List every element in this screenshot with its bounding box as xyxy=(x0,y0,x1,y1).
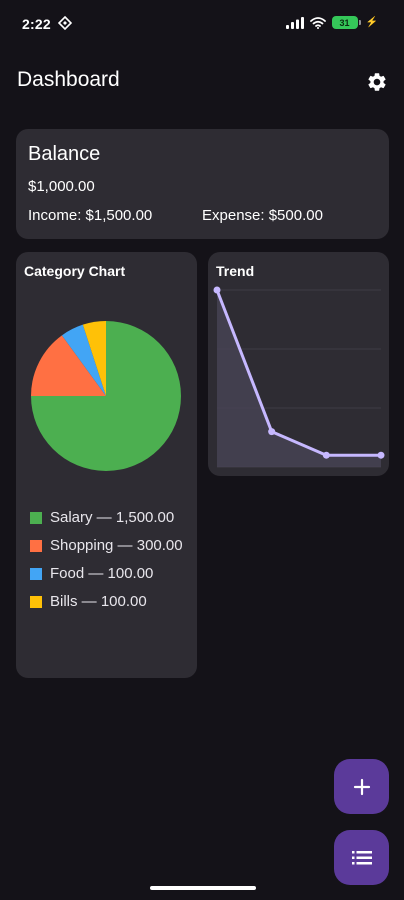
pie-slice-bills xyxy=(82,321,106,396)
signal-icon xyxy=(285,16,304,29)
home-indicator xyxy=(150,886,256,890)
legend-label: Shopping — 300.00 xyxy=(50,537,183,554)
balance-card: Balance $1,000.00 Income: $1,500.00 Expe… xyxy=(16,129,389,239)
balance-title: Balance xyxy=(28,143,101,165)
legend-swatch xyxy=(30,568,42,580)
gear-icon xyxy=(368,73,386,91)
trend-point xyxy=(377,451,385,459)
category-chart-title: Category Chart xyxy=(24,263,126,279)
income-text: Income: $1,500.00 xyxy=(28,207,153,224)
category-chart-card: Category Chart Salary — 1,500.00 Shoppin… xyxy=(16,252,197,678)
legend-item-bills: Bills — 100.00 xyxy=(30,590,192,613)
charging-icon: ⚡ xyxy=(365,17,378,28)
add-transaction-button[interactable] xyxy=(334,759,389,814)
battery-level: 31 xyxy=(339,17,350,28)
trend-point xyxy=(268,428,276,436)
trend-area xyxy=(217,290,381,467)
legend-item-salary: Salary — 1,500.00 xyxy=(30,506,192,529)
transaction-list-button[interactable] xyxy=(334,830,389,885)
trend-card: Trend xyxy=(208,252,389,476)
legend-swatch xyxy=(30,596,42,608)
trend-point xyxy=(213,286,221,294)
legend-item-food: Food — 100.00 xyxy=(30,562,192,585)
legend-label: Food — 100.00 xyxy=(50,565,154,582)
trend-line-chart xyxy=(213,286,385,468)
battery-icon: 31 xyxy=(331,16,361,29)
wifi-icon xyxy=(309,16,326,29)
pie-slice-shopping xyxy=(31,335,106,396)
trend-line xyxy=(215,289,381,457)
legend-swatch xyxy=(30,540,42,552)
legend-label: Salary — 1,500.00 xyxy=(50,509,175,526)
location-icon xyxy=(58,16,72,30)
pie-slice-food xyxy=(61,324,106,396)
legend-item-shopping: Shopping — 300.00 xyxy=(30,534,192,557)
chart-legend: Salary — 1,500.00 Shopping — 300.00 Food… xyxy=(30,506,192,618)
expense-text: Expense: $500.00 xyxy=(202,207,323,224)
status-bar: 2:22 31 ⚡ xyxy=(0,0,404,44)
balance-amount: $1,000.00 xyxy=(28,178,95,195)
legend-label: Bills — 100.00 xyxy=(50,593,147,610)
status-time: 2:22 xyxy=(22,16,51,32)
legend-swatch xyxy=(30,512,42,524)
settings-button[interactable] xyxy=(364,69,390,95)
pie-chart xyxy=(31,321,181,471)
trend-point xyxy=(322,451,330,459)
page-title: Dashboard xyxy=(17,68,120,91)
status-icons: 31 ⚡ xyxy=(285,16,378,29)
list-icon xyxy=(351,850,372,864)
plus-icon xyxy=(353,778,370,795)
trend-title: Trend xyxy=(216,263,255,279)
